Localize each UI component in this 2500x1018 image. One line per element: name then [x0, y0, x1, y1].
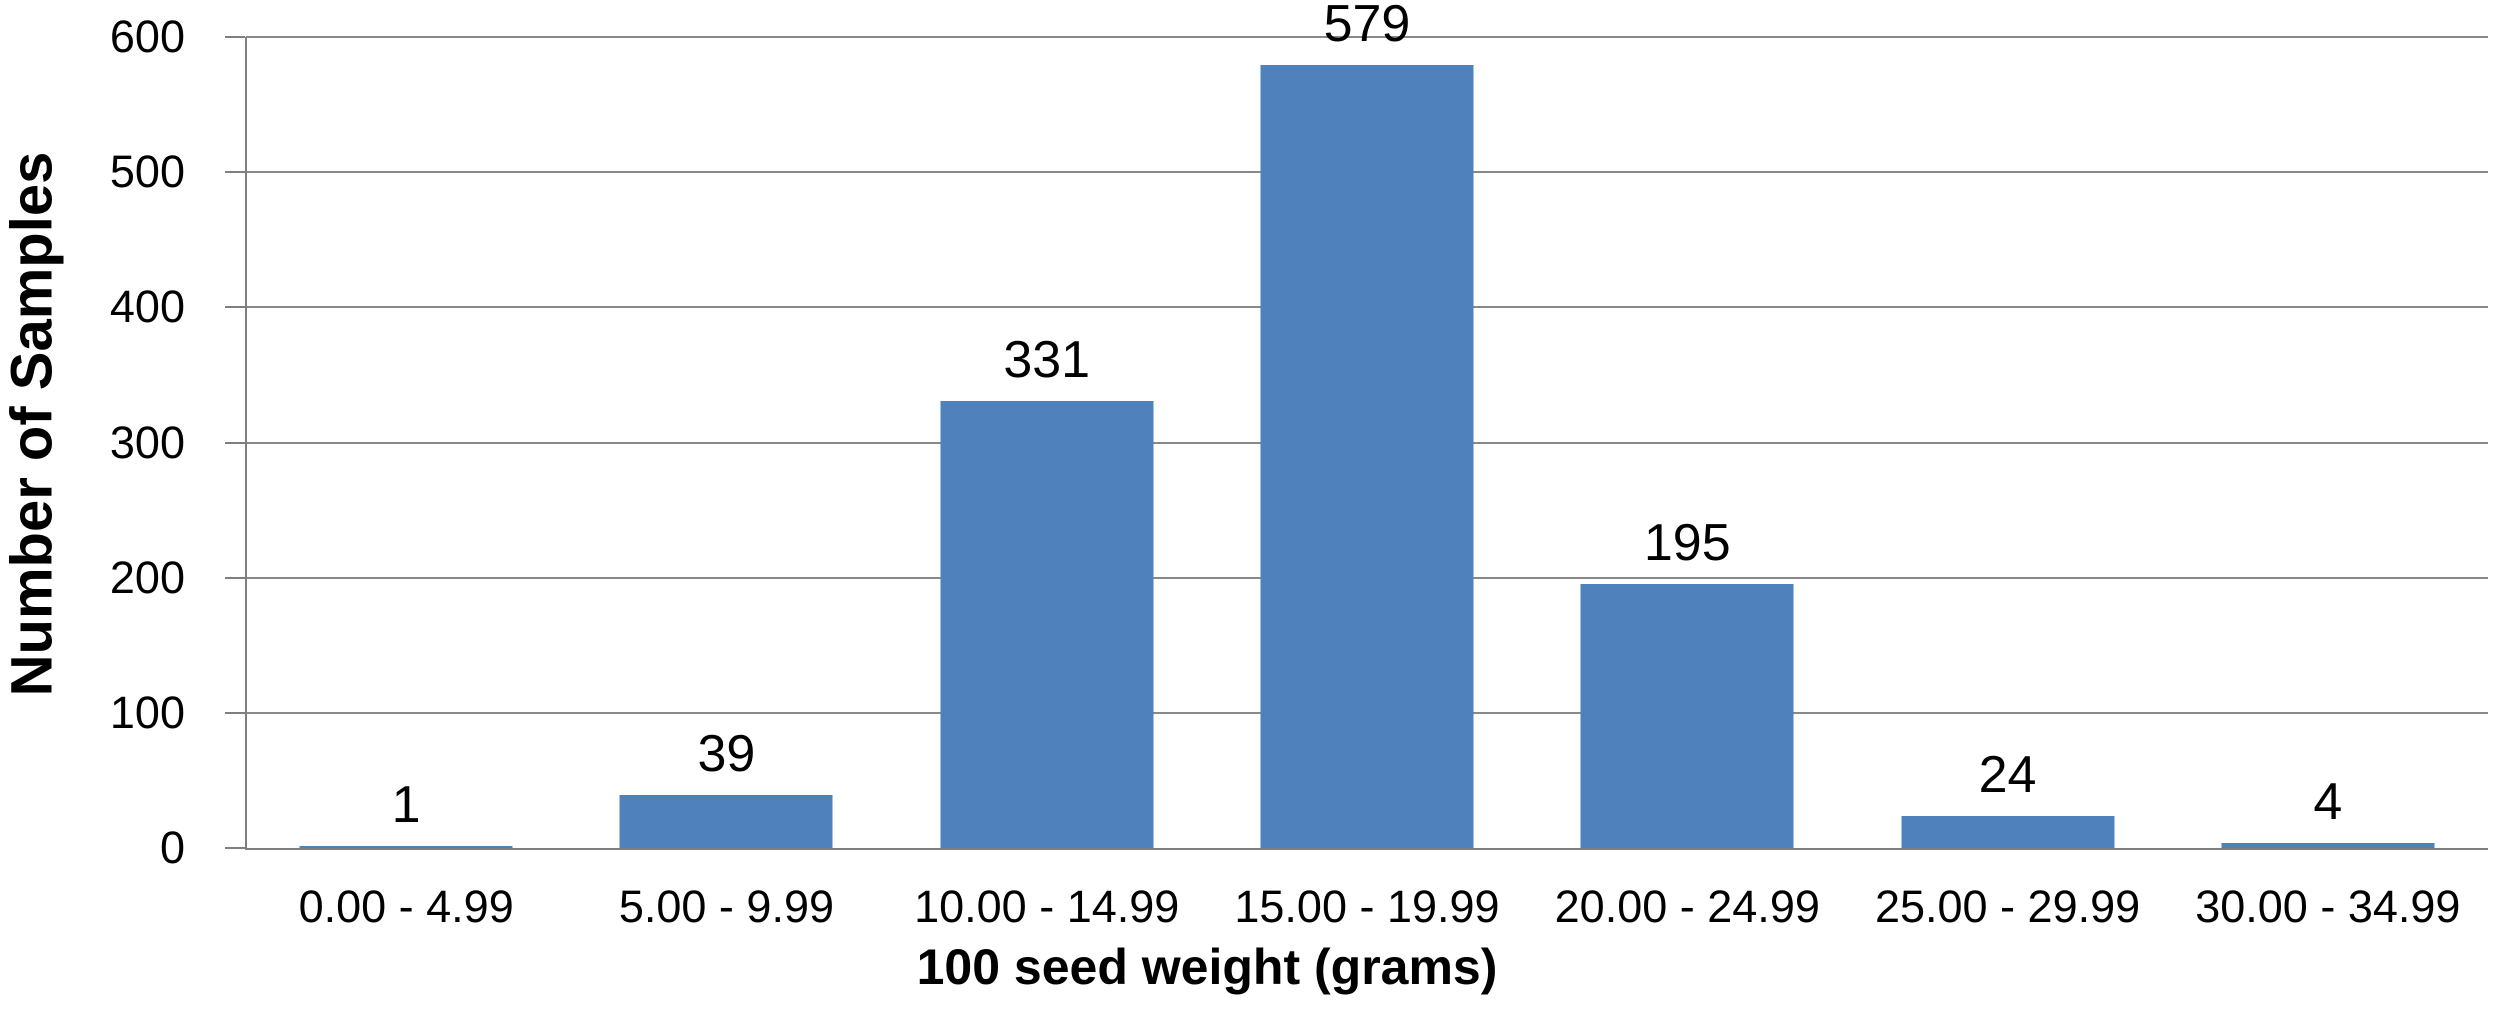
- bar-slot: 331 10.00 - 14.99: [887, 37, 1207, 932]
- bar-value-label: 331: [1003, 331, 1091, 389]
- y-tick-mark: [225, 306, 245, 309]
- x-tick-label: 20.00 - 24.99: [1554, 881, 1820, 932]
- y-tick-mark: [225, 711, 245, 714]
- bar: [1901, 816, 2115, 848]
- y-axis-line: [245, 37, 247, 850]
- y-tick-label: 400: [109, 281, 185, 333]
- bar-value-label: 24: [1978, 746, 2037, 804]
- bar-value-label: 4: [2313, 773, 2343, 831]
- y-tick-mark: [225, 36, 245, 38]
- x-tick-label: 25.00 - 29.99: [1874, 881, 2141, 932]
- bar-slot: 1 0.00 - 4.99: [246, 37, 566, 932]
- y-tick-mark: [225, 171, 245, 174]
- y-tick-mark: [225, 576, 245, 579]
- x-tick-label: 15.00 - 19.99: [1234, 881, 1500, 932]
- x-axis-title: 100 seed weight (grams): [916, 939, 1498, 995]
- bar-series: 1 0.00 - 4.99 39 5.00 - 9.99 331 10.00 - 14.9…: [246, 0, 2488, 932]
- x-tick-label: 5.00 - 9.99: [618, 881, 834, 932]
- bar: [940, 401, 1154, 848]
- bar-slot: 39 5.00 - 9.99: [566, 37, 886, 932]
- bar-slot: 195 20.00 - 24.99: [1527, 37, 1847, 932]
- gridline-600: [246, 36, 2488, 38]
- x-tick-label: 10.00 - 14.99: [914, 881, 1180, 932]
- bar-value-label: 39: [697, 725, 756, 783]
- y-tick-label: 300: [109, 416, 185, 468]
- y-tick-label: 100: [109, 686, 185, 738]
- bar: [299, 846, 513, 848]
- y-tick-mark: [225, 847, 245, 849]
- bar-slot: 579 15.00 - 19.99: [1207, 0, 1527, 932]
- bar-slot: 4 30.00 - 34.99: [2168, 37, 2488, 932]
- x-tick-label: 0.00 - 4.99: [298, 881, 514, 932]
- bar-value-label: 1: [391, 776, 421, 834]
- y-tick-label: 200: [109, 551, 185, 603]
- bar-slot: 24 25.00 - 29.99: [1847, 37, 2167, 932]
- y-tick-label: 0: [159, 822, 185, 873]
- bar: [2221, 843, 2435, 848]
- x-tick-label: 30.00 - 34.99: [2195, 881, 2461, 932]
- bar: [1260, 65, 1474, 848]
- y-tick-label: 600: [109, 11, 185, 62]
- bar: [1580, 584, 1794, 848]
- x-axis-line: [245, 848, 2488, 850]
- bar-value-label: 195: [1643, 514, 1731, 572]
- plot-area: 1 0.00 - 4.99 39 5.00 - 9.99 331 10.00 - 14.9…: [246, 0, 2488, 932]
- bar-value-label: 579: [1323, 0, 1411, 53]
- y-tick-mark: [225, 441, 245, 444]
- bar: [619, 795, 833, 848]
- y-tick-label: 500: [109, 146, 185, 198]
